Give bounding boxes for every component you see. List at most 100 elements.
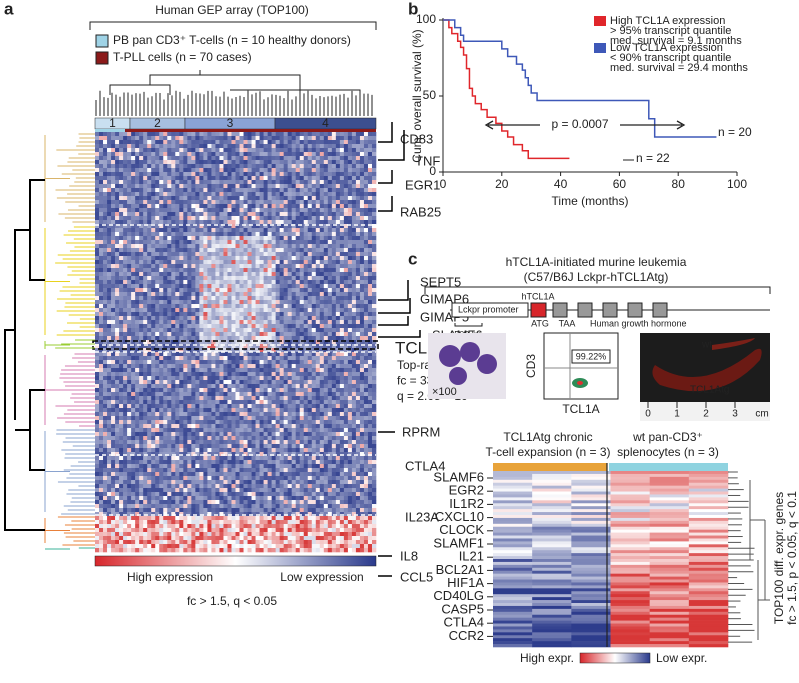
heatmap-cell bbox=[95, 212, 99, 216]
heatmap-cell bbox=[195, 320, 199, 324]
heatmap-cell bbox=[167, 324, 171, 328]
heatmap-cell bbox=[187, 392, 191, 396]
heatmap-cell bbox=[240, 280, 244, 284]
heatmap-cell bbox=[352, 260, 356, 264]
heatmap-cell bbox=[103, 192, 107, 196]
heatmap-cell bbox=[360, 188, 364, 192]
heatmap-cell bbox=[171, 364, 175, 368]
heatmap-cell bbox=[244, 264, 248, 268]
heatmap-cell bbox=[264, 248, 268, 252]
heatmap-cell bbox=[211, 284, 215, 288]
heatmap-cell bbox=[123, 308, 127, 312]
heatmap-cell bbox=[332, 244, 336, 248]
heatmap-cell bbox=[352, 144, 356, 148]
heatmap-cell bbox=[107, 188, 111, 192]
heatmap-cell bbox=[332, 368, 336, 372]
heatmap-cell bbox=[139, 328, 143, 332]
heatmap-cell bbox=[127, 396, 131, 400]
heatmap-cell bbox=[175, 252, 179, 256]
heatmap-cell bbox=[131, 208, 135, 212]
heatmap-cell bbox=[183, 380, 187, 384]
heatmap-cell bbox=[107, 316, 111, 320]
heatmap-cell bbox=[312, 144, 316, 148]
heatmap-cell bbox=[308, 212, 312, 216]
heatmap-cell bbox=[127, 172, 131, 176]
heatmap-cell bbox=[227, 228, 231, 232]
heatmap-cell bbox=[207, 168, 211, 172]
heatmap-cell bbox=[256, 232, 260, 236]
heatmap-cell bbox=[300, 172, 304, 176]
heatmap-cell bbox=[340, 288, 344, 292]
heatmap-cell bbox=[171, 288, 175, 292]
heatmap-cell bbox=[175, 332, 179, 336]
heatmap-cell bbox=[211, 260, 215, 264]
heatmap-cell bbox=[143, 188, 147, 192]
heatmap-cell bbox=[324, 252, 328, 256]
heatmap-cell bbox=[167, 396, 171, 400]
heatmap-cell bbox=[332, 180, 336, 184]
heatmap-cell bbox=[368, 240, 372, 244]
heatmap-cell bbox=[95, 232, 99, 236]
heatmap-cell bbox=[344, 284, 348, 288]
heatmap-cell bbox=[187, 372, 191, 376]
heatmap-cell bbox=[324, 336, 328, 340]
heatmap-cell bbox=[147, 216, 151, 220]
heatmap-cell bbox=[159, 328, 163, 332]
heatmap-cell bbox=[308, 180, 312, 184]
heatmap-cell bbox=[99, 372, 103, 376]
heatmap-cell bbox=[155, 368, 159, 372]
heatmap-cell bbox=[191, 188, 195, 192]
heatmap-cell bbox=[296, 288, 300, 292]
heatmap-cell bbox=[344, 220, 348, 224]
heatmap-cell bbox=[131, 164, 135, 168]
heatmap-cell bbox=[292, 236, 296, 240]
heatmap-cell bbox=[288, 240, 292, 244]
heatmap-cell bbox=[340, 332, 344, 336]
heatmap-cell bbox=[107, 356, 111, 360]
heatmap-cell bbox=[163, 364, 167, 368]
heatmap-cell bbox=[352, 132, 356, 136]
heatmap-cell bbox=[268, 260, 272, 264]
heatmap-cell bbox=[252, 308, 256, 312]
heatmap-cell bbox=[268, 276, 272, 280]
heatmap-cell bbox=[372, 296, 376, 300]
heatmap-cell bbox=[248, 364, 252, 368]
heatmap-cell bbox=[179, 252, 183, 256]
heatmap-cell bbox=[199, 220, 203, 224]
heatmap-cell bbox=[123, 192, 127, 196]
heatmap-cell bbox=[187, 268, 191, 272]
heatmap-cell bbox=[236, 264, 240, 268]
heatmap-cell bbox=[171, 252, 175, 256]
heatmap-cell bbox=[183, 316, 187, 320]
heatmap-cell bbox=[292, 280, 296, 284]
heatmap-cell bbox=[324, 296, 328, 300]
heatmap-cell bbox=[260, 228, 264, 232]
heatmap-cell bbox=[272, 144, 276, 148]
heatmap-cell bbox=[284, 388, 288, 392]
heatmap-cell bbox=[231, 168, 235, 172]
heatmap-cell bbox=[95, 140, 99, 144]
heatmap-cell bbox=[131, 388, 135, 392]
heatmap-cell bbox=[268, 232, 272, 236]
heatmap-cell bbox=[288, 396, 292, 400]
heatmap-cell bbox=[288, 260, 292, 264]
heatmap-cell bbox=[207, 136, 211, 140]
heatmap-cell bbox=[191, 204, 195, 208]
heatmap-cell bbox=[300, 156, 304, 160]
heatmap-cell bbox=[304, 232, 308, 236]
heatmap-cell bbox=[207, 324, 211, 328]
heatmap-cell bbox=[195, 232, 199, 236]
heatmap-cell bbox=[211, 160, 215, 164]
heatmap-cell bbox=[336, 132, 340, 136]
heatmap-cell bbox=[115, 308, 119, 312]
heatmap-cell bbox=[179, 212, 183, 216]
heatmap-cell bbox=[332, 280, 336, 284]
heatmap-cell bbox=[260, 292, 264, 296]
heatmap-cell bbox=[127, 372, 131, 376]
heatmap-cell bbox=[240, 148, 244, 152]
heatmap-cell bbox=[115, 168, 119, 172]
heatmap-cell bbox=[236, 176, 240, 180]
heatmap-cell bbox=[183, 368, 187, 372]
heatmap-cell bbox=[276, 212, 280, 216]
heatmap-cell bbox=[147, 308, 151, 312]
